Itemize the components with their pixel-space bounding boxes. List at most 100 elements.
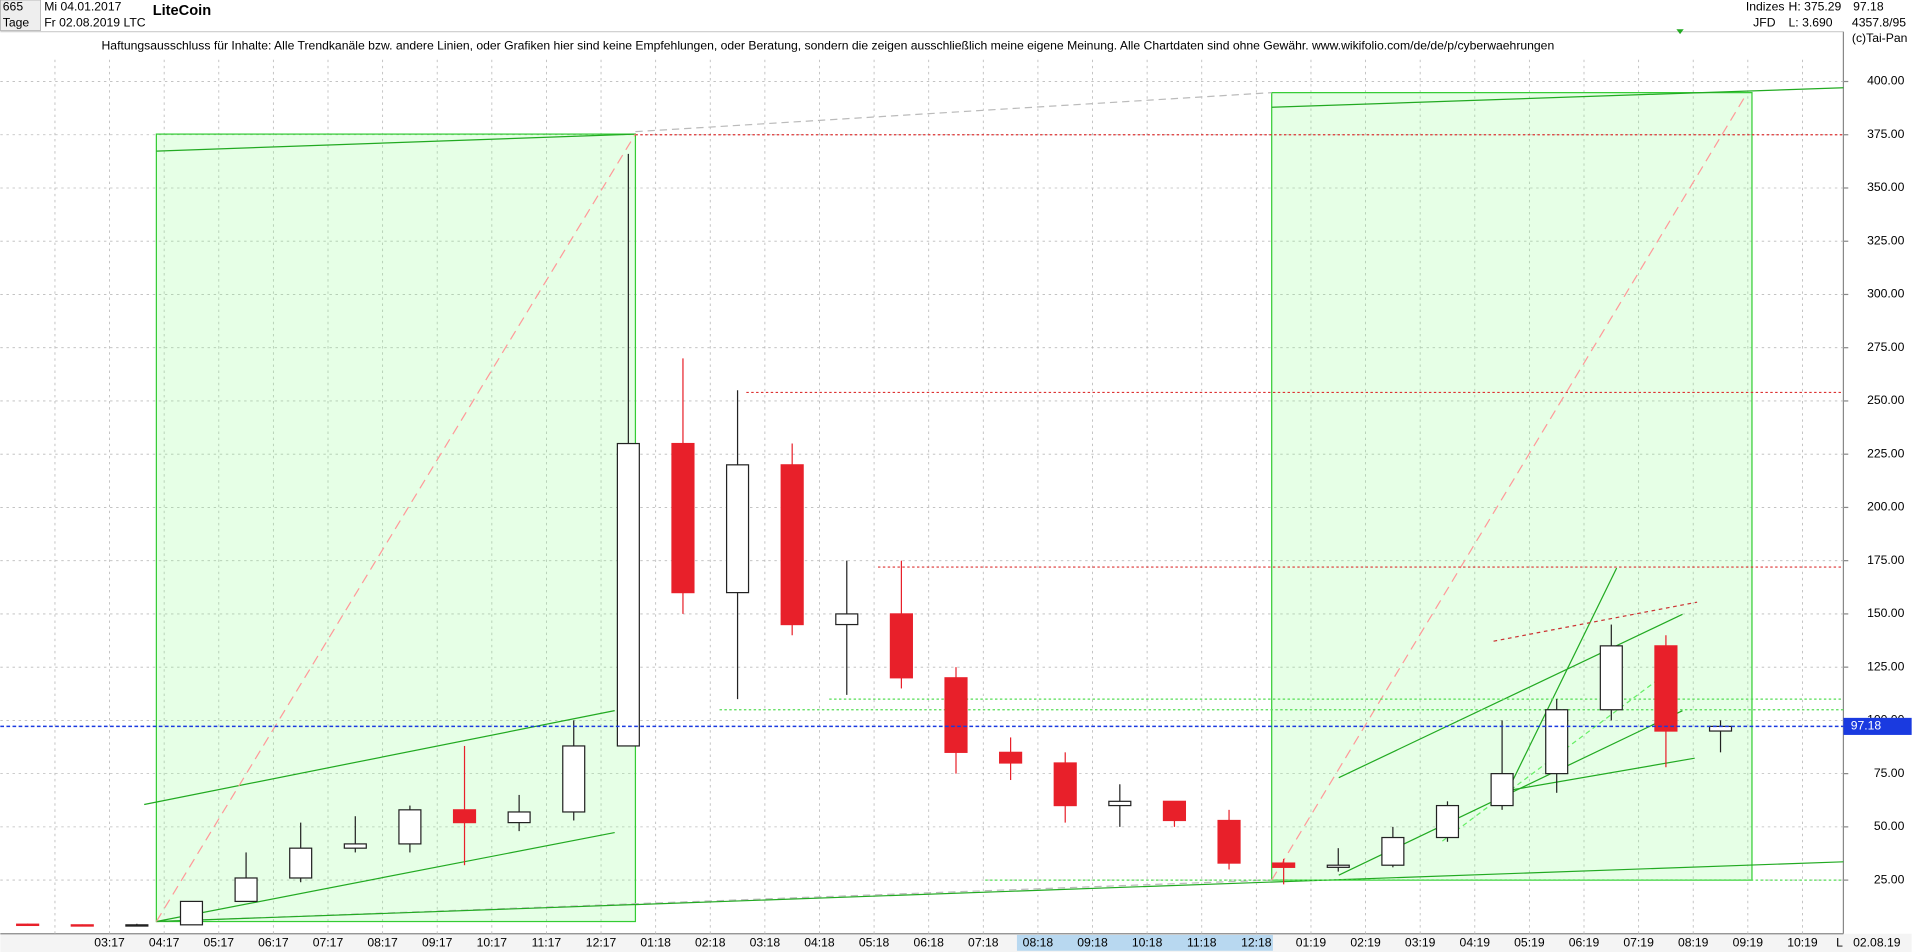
y-tick-label: 400.00 — [1867, 74, 1904, 88]
x-tick-label: 06:17 — [258, 936, 289, 950]
x-tick-label: 03:17 — [94, 936, 125, 950]
y-tick-label: 300.00 — [1867, 287, 1904, 301]
header-end: Fr 02.08.2019 — [44, 15, 120, 29]
y-tick-label: 125.00 — [1867, 659, 1904, 673]
x-tick-label: 11:17 — [532, 936, 562, 950]
trend-line — [156, 831, 615, 923]
x-tick-label: 08:18 — [1023, 936, 1054, 950]
x-tick-label: 04:17 — [149, 936, 180, 950]
chart-title: LiteCoin — [153, 3, 212, 19]
x-tick-label: 05:17 — [204, 936, 235, 950]
copyright: (c)Tai-Pan — [1852, 31, 1907, 45]
x-tick-label: 02:18 — [695, 936, 726, 950]
candle-body — [179, 900, 204, 926]
diagonal — [155, 133, 636, 922]
y-tick-label: 350.00 — [1867, 180, 1904, 194]
trend-line — [144, 710, 615, 806]
last-price-label: 97.18 — [1851, 719, 1882, 733]
header-volume: 4357.8/95 — [1852, 15, 1906, 29]
x-tick-label: 06:18 — [913, 936, 944, 950]
x-axis-scale: L — [1836, 936, 1843, 950]
y-tick-label: 325.00 — [1867, 233, 1904, 247]
x-tick-label: 09:17 — [422, 936, 453, 950]
candle-body — [1272, 862, 1296, 868]
y-tick-label: 150.00 — [1867, 606, 1904, 620]
x-tick-label: 02:19 — [1350, 936, 1381, 950]
symbol: LTC — [123, 15, 145, 29]
x-tick-label: 03:19 — [1405, 936, 1436, 950]
candle-body — [507, 811, 531, 824]
trend-line — [156, 133, 636, 152]
y-tick-label: 25.00 — [1874, 872, 1905, 886]
candle-body — [562, 745, 586, 813]
trend-line — [156, 861, 1844, 923]
candle-body — [1490, 773, 1514, 807]
candle-body — [452, 809, 477, 824]
x-tick-label: 10:19 — [1787, 936, 1818, 950]
x-axis-highlight — [1016, 934, 1273, 951]
x-tick-label: 12:17 — [586, 936, 617, 950]
disclaimer: Haftungsausschluss für Inhalte: Alle Tre… — [102, 39, 1555, 53]
y-tick-label: 250.00 — [1867, 393, 1904, 407]
y-tick-label: 225.00 — [1867, 446, 1904, 460]
last-price-box — [1843, 717, 1912, 735]
candle-body — [289, 847, 313, 879]
x-tick-label: 11:18 — [1187, 936, 1217, 950]
candle-body — [1435, 804, 1460, 839]
y-tick-label: 375.00 — [1867, 127, 1904, 141]
trend-line — [635, 92, 1272, 133]
diagonal — [1271, 94, 1747, 881]
trend-line — [1506, 567, 1618, 793]
candle-body — [125, 924, 149, 927]
x-tick-label: 04:19 — [1460, 936, 1491, 950]
marker — [1676, 29, 1684, 35]
candle-body — [16, 923, 40, 927]
x-tick-label: 05:18 — [859, 936, 890, 950]
x-tick-label: 09:19 — [1733, 936, 1764, 950]
x-axis-band — [0, 933, 1912, 952]
y-tick-label: 175.00 — [1867, 553, 1904, 567]
annotations — [144, 87, 1844, 923]
candle-body — [398, 809, 422, 845]
x-tick-label: 08:17 — [367, 936, 398, 950]
candle-body — [1108, 800, 1132, 807]
x-tick-label: 12:18 — [1241, 936, 1272, 950]
x-tick-label: 08:19 — [1678, 936, 1709, 950]
y-tick-label: 275.00 — [1867, 340, 1904, 354]
x-tick-label: 07:18 — [968, 936, 999, 950]
y-tick-label: 75.00 — [1874, 766, 1905, 780]
header-count: 665 — [3, 0, 24, 14]
trend-line — [1271, 87, 1844, 108]
x-tick-label: 01:19 — [1296, 936, 1327, 950]
header-period[interactable]: Tage — [3, 15, 30, 29]
candle-body — [835, 613, 859, 626]
candle-body — [70, 924, 94, 927]
x-tick-label: 07:17 — [313, 936, 344, 950]
candle-body — [1326, 864, 1350, 868]
header-broker: JFD — [1753, 15, 1776, 29]
candle-body — [1381, 836, 1405, 866]
x-tick-label: 07:19 — [1623, 936, 1654, 950]
x-tick-label: 09:18 — [1077, 936, 1108, 950]
candle-body — [1599, 645, 1623, 711]
candle-body — [889, 613, 913, 679]
candle-body — [1545, 709, 1569, 775]
candle-body — [343, 843, 367, 849]
header-high: H: 375.29 — [1789, 0, 1842, 14]
trend-line — [1338, 613, 1683, 779]
candle-body — [234, 877, 258, 903]
x-tick-label: 03:18 — [750, 936, 781, 950]
header-box[interactable] — [0, 0, 41, 31]
header-start: Mi 04.01.2017 — [44, 0, 121, 14]
header-group: Indizes — [1746, 0, 1785, 14]
candle-body — [999, 751, 1023, 764]
header-low: L: 3.690 — [1789, 15, 1833, 29]
x-tick-label: 01:18 — [640, 936, 671, 950]
trend-line — [1441, 669, 1671, 842]
x-axis-end-date: 02.08.19 — [1853, 936, 1901, 950]
y-tick-label: 50.00 — [1874, 819, 1905, 833]
candle-body — [671, 442, 695, 594]
candle-body — [616, 442, 640, 747]
